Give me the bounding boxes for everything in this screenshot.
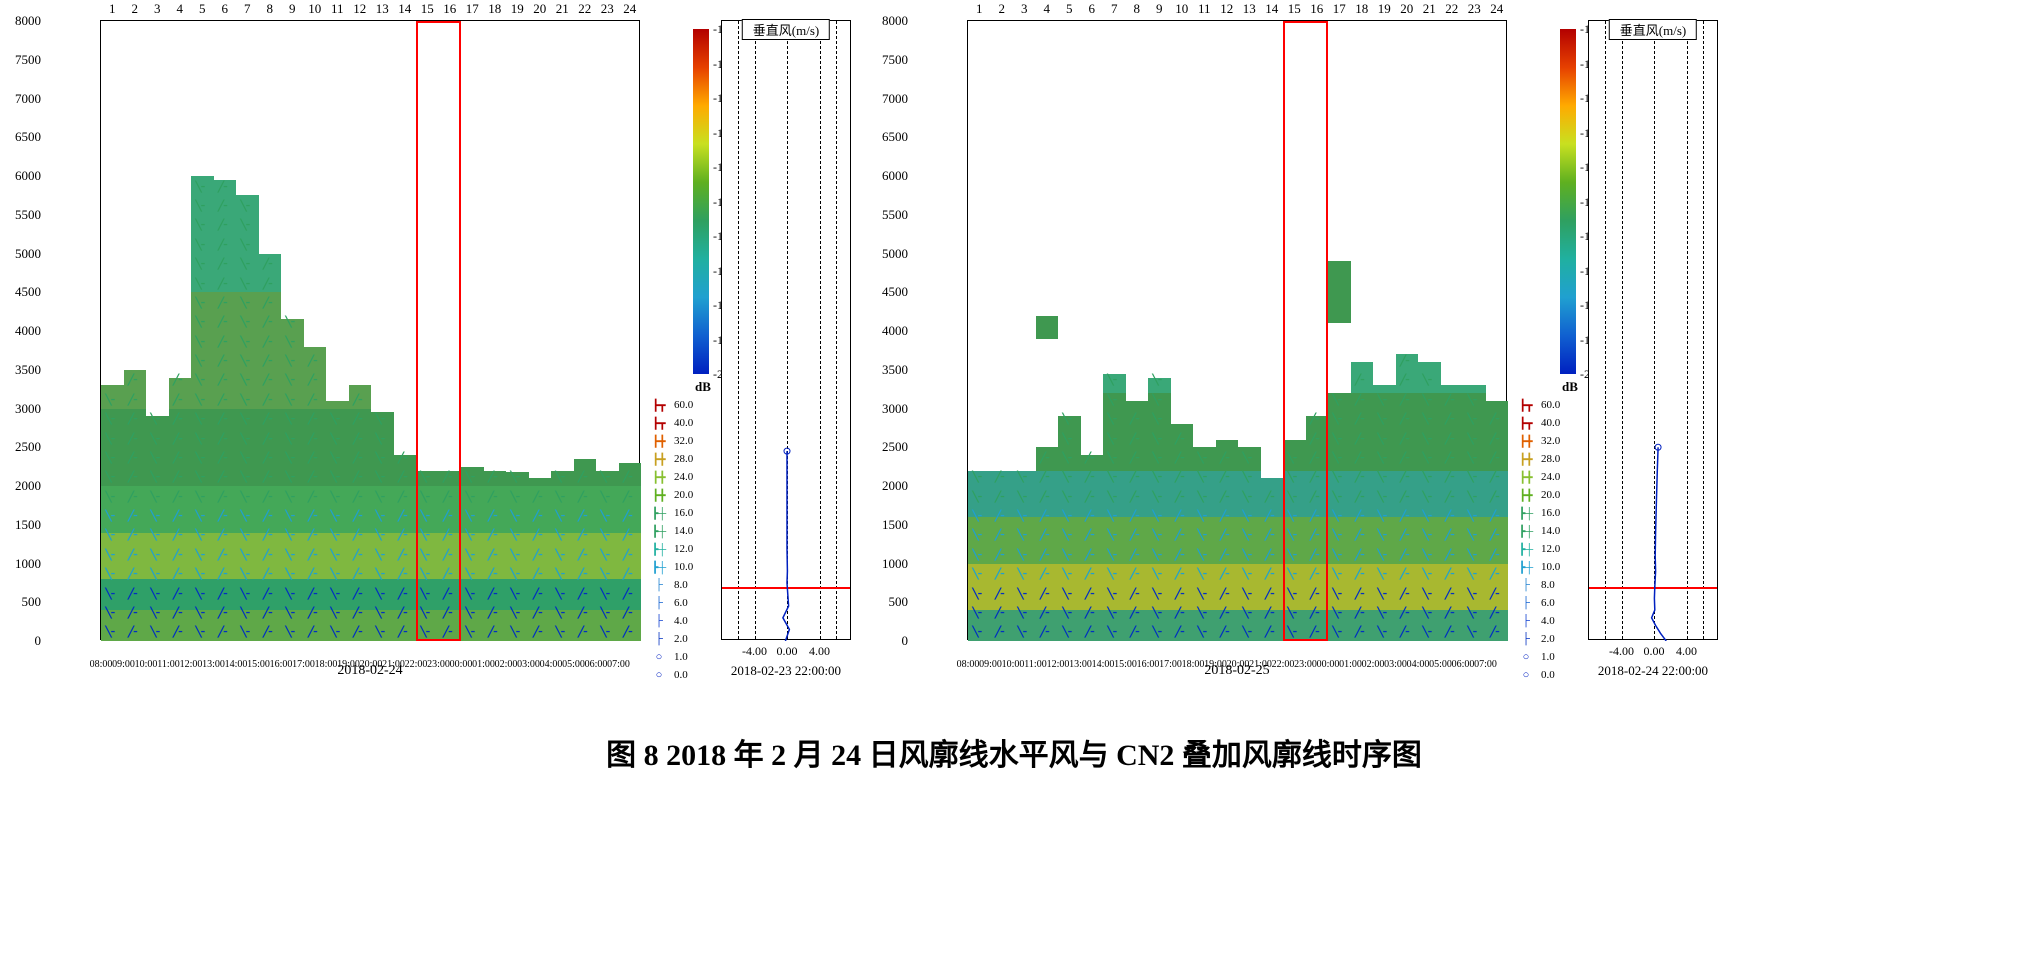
left-panel-group: 0500100015002000250030003500400045005000… xyxy=(40,20,861,720)
left-main-chart: 0500100015002000250030003500400045005000… xyxy=(100,20,640,640)
right-main-chart: 0500100015002000250030003500400045005000… xyxy=(967,20,1507,640)
left-profile-chart: 垂直风(m/s)-4.000.004.002018-02-23 22:00:00 xyxy=(721,20,851,640)
right-profile-chart: 垂直风(m/s)-4.000.004.002018-02-24 22:00:00 xyxy=(1588,20,1718,640)
right-panel-group: 0500100015002000250030003500400045005000… xyxy=(907,20,1728,720)
figure-caption: 图 8 2018 年 2 月 24 日风廓线水平风与 CN2 叠加风廓线时序图 xyxy=(0,730,2028,774)
figure-container: 0500100015002000250030003500400045005000… xyxy=(40,20,1990,720)
